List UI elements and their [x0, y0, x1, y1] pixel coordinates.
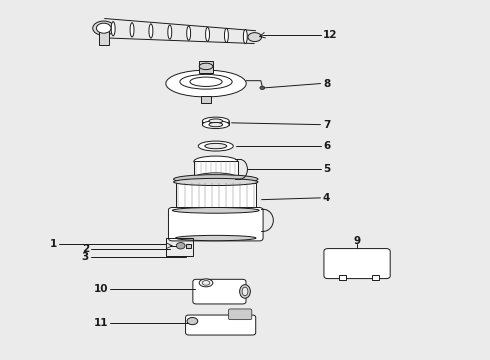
Ellipse shape: [172, 207, 259, 213]
Ellipse shape: [194, 173, 238, 184]
FancyBboxPatch shape: [324, 249, 390, 279]
Bar: [372, 275, 379, 280]
Ellipse shape: [111, 22, 115, 36]
Bar: [166, 238, 193, 256]
Text: 9: 9: [353, 236, 361, 246]
Ellipse shape: [206, 27, 210, 41]
Ellipse shape: [194, 156, 238, 167]
Ellipse shape: [209, 119, 222, 123]
Text: 7: 7: [323, 120, 330, 130]
FancyBboxPatch shape: [186, 315, 256, 335]
Bar: [201, 96, 211, 103]
Ellipse shape: [198, 141, 233, 151]
Ellipse shape: [97, 23, 111, 33]
Text: 5: 5: [323, 164, 330, 174]
Ellipse shape: [242, 287, 248, 296]
Bar: [99, 31, 109, 45]
FancyBboxPatch shape: [193, 279, 246, 304]
Ellipse shape: [187, 26, 191, 40]
Text: 12: 12: [323, 30, 338, 40]
Text: 4: 4: [323, 193, 330, 203]
Ellipse shape: [130, 23, 134, 37]
Ellipse shape: [199, 63, 213, 69]
Text: 3: 3: [82, 252, 89, 262]
Ellipse shape: [244, 30, 247, 44]
Ellipse shape: [240, 285, 250, 298]
Ellipse shape: [202, 117, 229, 125]
Ellipse shape: [209, 122, 222, 127]
Bar: [339, 275, 346, 280]
Ellipse shape: [175, 235, 256, 241]
Bar: [199, 62, 213, 73]
Text: 2: 2: [82, 244, 89, 253]
FancyBboxPatch shape: [169, 207, 263, 241]
Text: 10: 10: [94, 284, 108, 294]
Ellipse shape: [202, 280, 210, 285]
Circle shape: [176, 243, 185, 249]
Ellipse shape: [224, 28, 228, 42]
Ellipse shape: [205, 143, 227, 149]
Bar: [186, 244, 191, 248]
Ellipse shape: [173, 179, 258, 185]
Ellipse shape: [173, 175, 258, 184]
Ellipse shape: [149, 24, 153, 38]
Ellipse shape: [187, 318, 198, 325]
Circle shape: [260, 86, 265, 90]
Text: 11: 11: [94, 318, 108, 328]
Ellipse shape: [202, 121, 229, 129]
Text: 6: 6: [323, 141, 330, 151]
Ellipse shape: [168, 25, 172, 39]
Ellipse shape: [248, 33, 262, 41]
Ellipse shape: [199, 279, 213, 287]
Ellipse shape: [166, 70, 246, 97]
Ellipse shape: [93, 21, 115, 35]
Bar: [194, 161, 238, 178]
Text: 1: 1: [50, 239, 57, 249]
Bar: [175, 183, 256, 210]
FancyBboxPatch shape: [228, 309, 252, 320]
Text: 8: 8: [323, 78, 330, 89]
